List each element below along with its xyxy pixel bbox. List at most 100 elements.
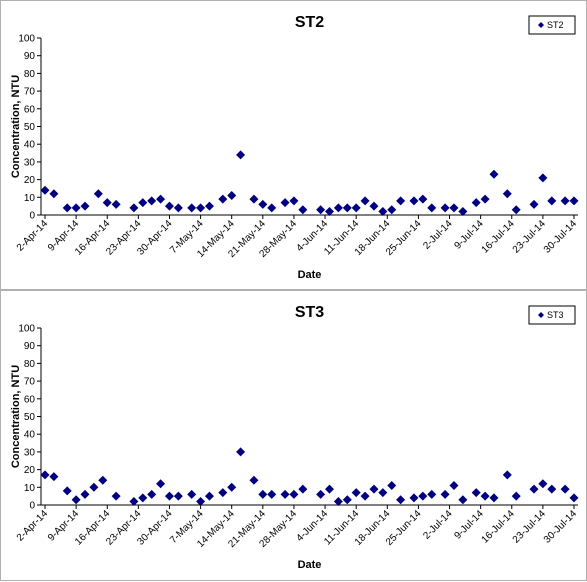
data-point bbox=[129, 203, 139, 213]
y-tick-label: 0 bbox=[29, 501, 35, 512]
y-tick-label: 20 bbox=[24, 465, 36, 476]
data-point bbox=[369, 201, 379, 211]
data-point bbox=[249, 194, 259, 204]
data-point bbox=[418, 194, 428, 204]
data-point bbox=[236, 447, 246, 457]
y-tick-label: 50 bbox=[24, 122, 36, 133]
data-point bbox=[258, 199, 268, 209]
data-point bbox=[396, 196, 406, 206]
data-point bbox=[289, 489, 299, 499]
y-tick-label: 90 bbox=[24, 341, 36, 352]
data-point bbox=[71, 203, 81, 213]
data-point bbox=[298, 484, 308, 494]
data-point bbox=[547, 484, 557, 494]
data-point bbox=[218, 194, 228, 204]
chart-title: ST2 bbox=[295, 14, 324, 31]
data-point bbox=[138, 198, 148, 208]
data-point bbox=[325, 206, 335, 216]
chart-st2: ST201020304050607080901002-Apr-149-Apr-1… bbox=[10, 14, 580, 281]
data-point bbox=[80, 201, 90, 211]
data-point bbox=[138, 493, 148, 503]
data-point bbox=[342, 495, 352, 505]
legend-marker bbox=[538, 22, 544, 28]
data-point bbox=[333, 203, 343, 213]
data-point bbox=[227, 191, 237, 201]
data-point bbox=[62, 486, 72, 496]
data-point bbox=[409, 493, 419, 503]
data-point bbox=[471, 198, 481, 208]
data-point bbox=[267, 203, 277, 213]
data-point bbox=[280, 198, 290, 208]
data-point bbox=[538, 173, 548, 183]
data-point bbox=[511, 205, 521, 215]
data-point bbox=[267, 489, 277, 499]
x-tick-label: 2-Apr-14 bbox=[15, 218, 51, 254]
data-point bbox=[569, 493, 579, 503]
data-point bbox=[480, 194, 490, 204]
y-tick-label: 70 bbox=[24, 377, 36, 388]
y-tick-label: 70 bbox=[24, 87, 36, 98]
data-point bbox=[489, 493, 499, 503]
data-point bbox=[49, 189, 59, 199]
y-tick-label: 10 bbox=[24, 483, 36, 494]
data-point bbox=[458, 206, 468, 216]
data-point bbox=[489, 169, 499, 179]
data-point bbox=[298, 205, 308, 215]
data-point bbox=[387, 205, 397, 215]
y-tick-label: 60 bbox=[24, 394, 36, 405]
data-point bbox=[418, 491, 428, 501]
legend-marker bbox=[538, 312, 544, 318]
data-point bbox=[156, 194, 166, 204]
y-tick-label: 90 bbox=[24, 51, 36, 62]
data-point bbox=[236, 150, 246, 160]
data-point bbox=[378, 206, 388, 216]
data-point bbox=[342, 203, 352, 213]
data-point bbox=[227, 482, 237, 492]
y-axis-label: Concentration, NTU bbox=[10, 75, 22, 178]
x-tick-label: 30-Jul-14 bbox=[542, 508, 580, 546]
data-point bbox=[40, 470, 50, 480]
y-tick-label: 20 bbox=[24, 175, 36, 186]
data-point bbox=[387, 481, 397, 491]
data-point bbox=[289, 196, 299, 206]
data-point bbox=[111, 491, 121, 501]
chart-st3: ST301020304050607080901002-Apr-149-Apr-1… bbox=[10, 304, 580, 571]
data-point bbox=[196, 203, 206, 213]
data-point bbox=[258, 489, 268, 499]
data-point bbox=[187, 489, 197, 499]
x-tick-label: 2-Jul-14 bbox=[421, 218, 455, 252]
chart-title: ST3 bbox=[295, 304, 324, 321]
data-point bbox=[173, 491, 183, 501]
legend-label: ST2 bbox=[547, 20, 564, 30]
x-tick-label: 30-Jul-14 bbox=[542, 218, 580, 256]
legend-box bbox=[528, 305, 576, 325]
data-point bbox=[560, 484, 570, 494]
chart-panel-st3: ST3 0 10 20 30 40 50 60 70 80 90 100 2-Apr-14 9-Apr-1… bbox=[0, 290, 587, 581]
data-point bbox=[111, 199, 121, 209]
data-point bbox=[502, 189, 512, 199]
y-tick-label: 80 bbox=[24, 69, 36, 80]
data-point bbox=[187, 203, 197, 213]
data-point bbox=[449, 481, 459, 491]
data-point bbox=[427, 489, 437, 499]
data-point bbox=[98, 475, 108, 485]
data-point bbox=[360, 196, 370, 206]
data-point bbox=[427, 203, 437, 213]
data-point bbox=[164, 201, 174, 211]
data-point bbox=[369, 484, 379, 494]
data-point bbox=[80, 489, 90, 499]
data-point bbox=[89, 482, 99, 492]
legend-label: ST3 bbox=[547, 310, 564, 320]
x-tick-label: 2-Jul-14 bbox=[421, 508, 455, 542]
data-point bbox=[316, 205, 326, 215]
data-point bbox=[204, 201, 214, 211]
data-point bbox=[378, 488, 388, 498]
y-tick-label: 40 bbox=[24, 140, 36, 151]
data-point bbox=[529, 199, 539, 209]
y-tick-label: 30 bbox=[24, 447, 36, 458]
data-point bbox=[538, 479, 548, 489]
chart-panel-st2: ST2 0 10 20 30 40 50 60 70 80 90 100 2-Apr-14 9-Apr-1… bbox=[0, 0, 587, 290]
y-tick-label: 80 bbox=[24, 359, 36, 370]
data-point bbox=[547, 196, 557, 206]
y-axis-label: Concentration, NTU bbox=[10, 365, 22, 468]
